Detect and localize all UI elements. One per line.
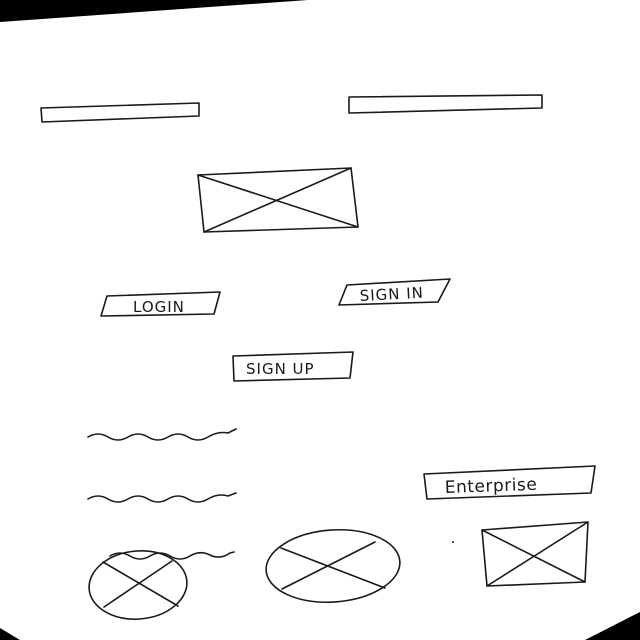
login-button[interactable]: LOGIN bbox=[100, 291, 221, 317]
placeholder-text-line-3 bbox=[109, 551, 235, 560]
placeholder-text-line-1 bbox=[87, 428, 237, 441]
enterprise-button[interactable]: Enterprise bbox=[423, 465, 596, 500]
image-placeholder-main bbox=[197, 167, 359, 233]
login-button-label: LOGIN bbox=[133, 298, 185, 316]
avatar-placeholder-left bbox=[88, 550, 188, 620]
sign-in-button-label: SIGN IN bbox=[359, 284, 424, 305]
sign-in-button[interactable]: SIGN IN bbox=[338, 278, 451, 306]
input-field-right[interactable] bbox=[348, 94, 543, 114]
image-placeholder-small bbox=[481, 521, 589, 587]
stray-dot bbox=[452, 541, 454, 543]
sign-up-button-label: SIGN UP bbox=[246, 360, 315, 378]
placeholder-text-line-2 bbox=[87, 492, 237, 503]
enterprise-button-label: Enterprise bbox=[444, 475, 537, 498]
input-field-left[interactable] bbox=[40, 102, 200, 123]
circle-image-placeholder bbox=[265, 528, 401, 604]
sign-up-button[interactable]: SIGN UP bbox=[232, 351, 354, 382]
